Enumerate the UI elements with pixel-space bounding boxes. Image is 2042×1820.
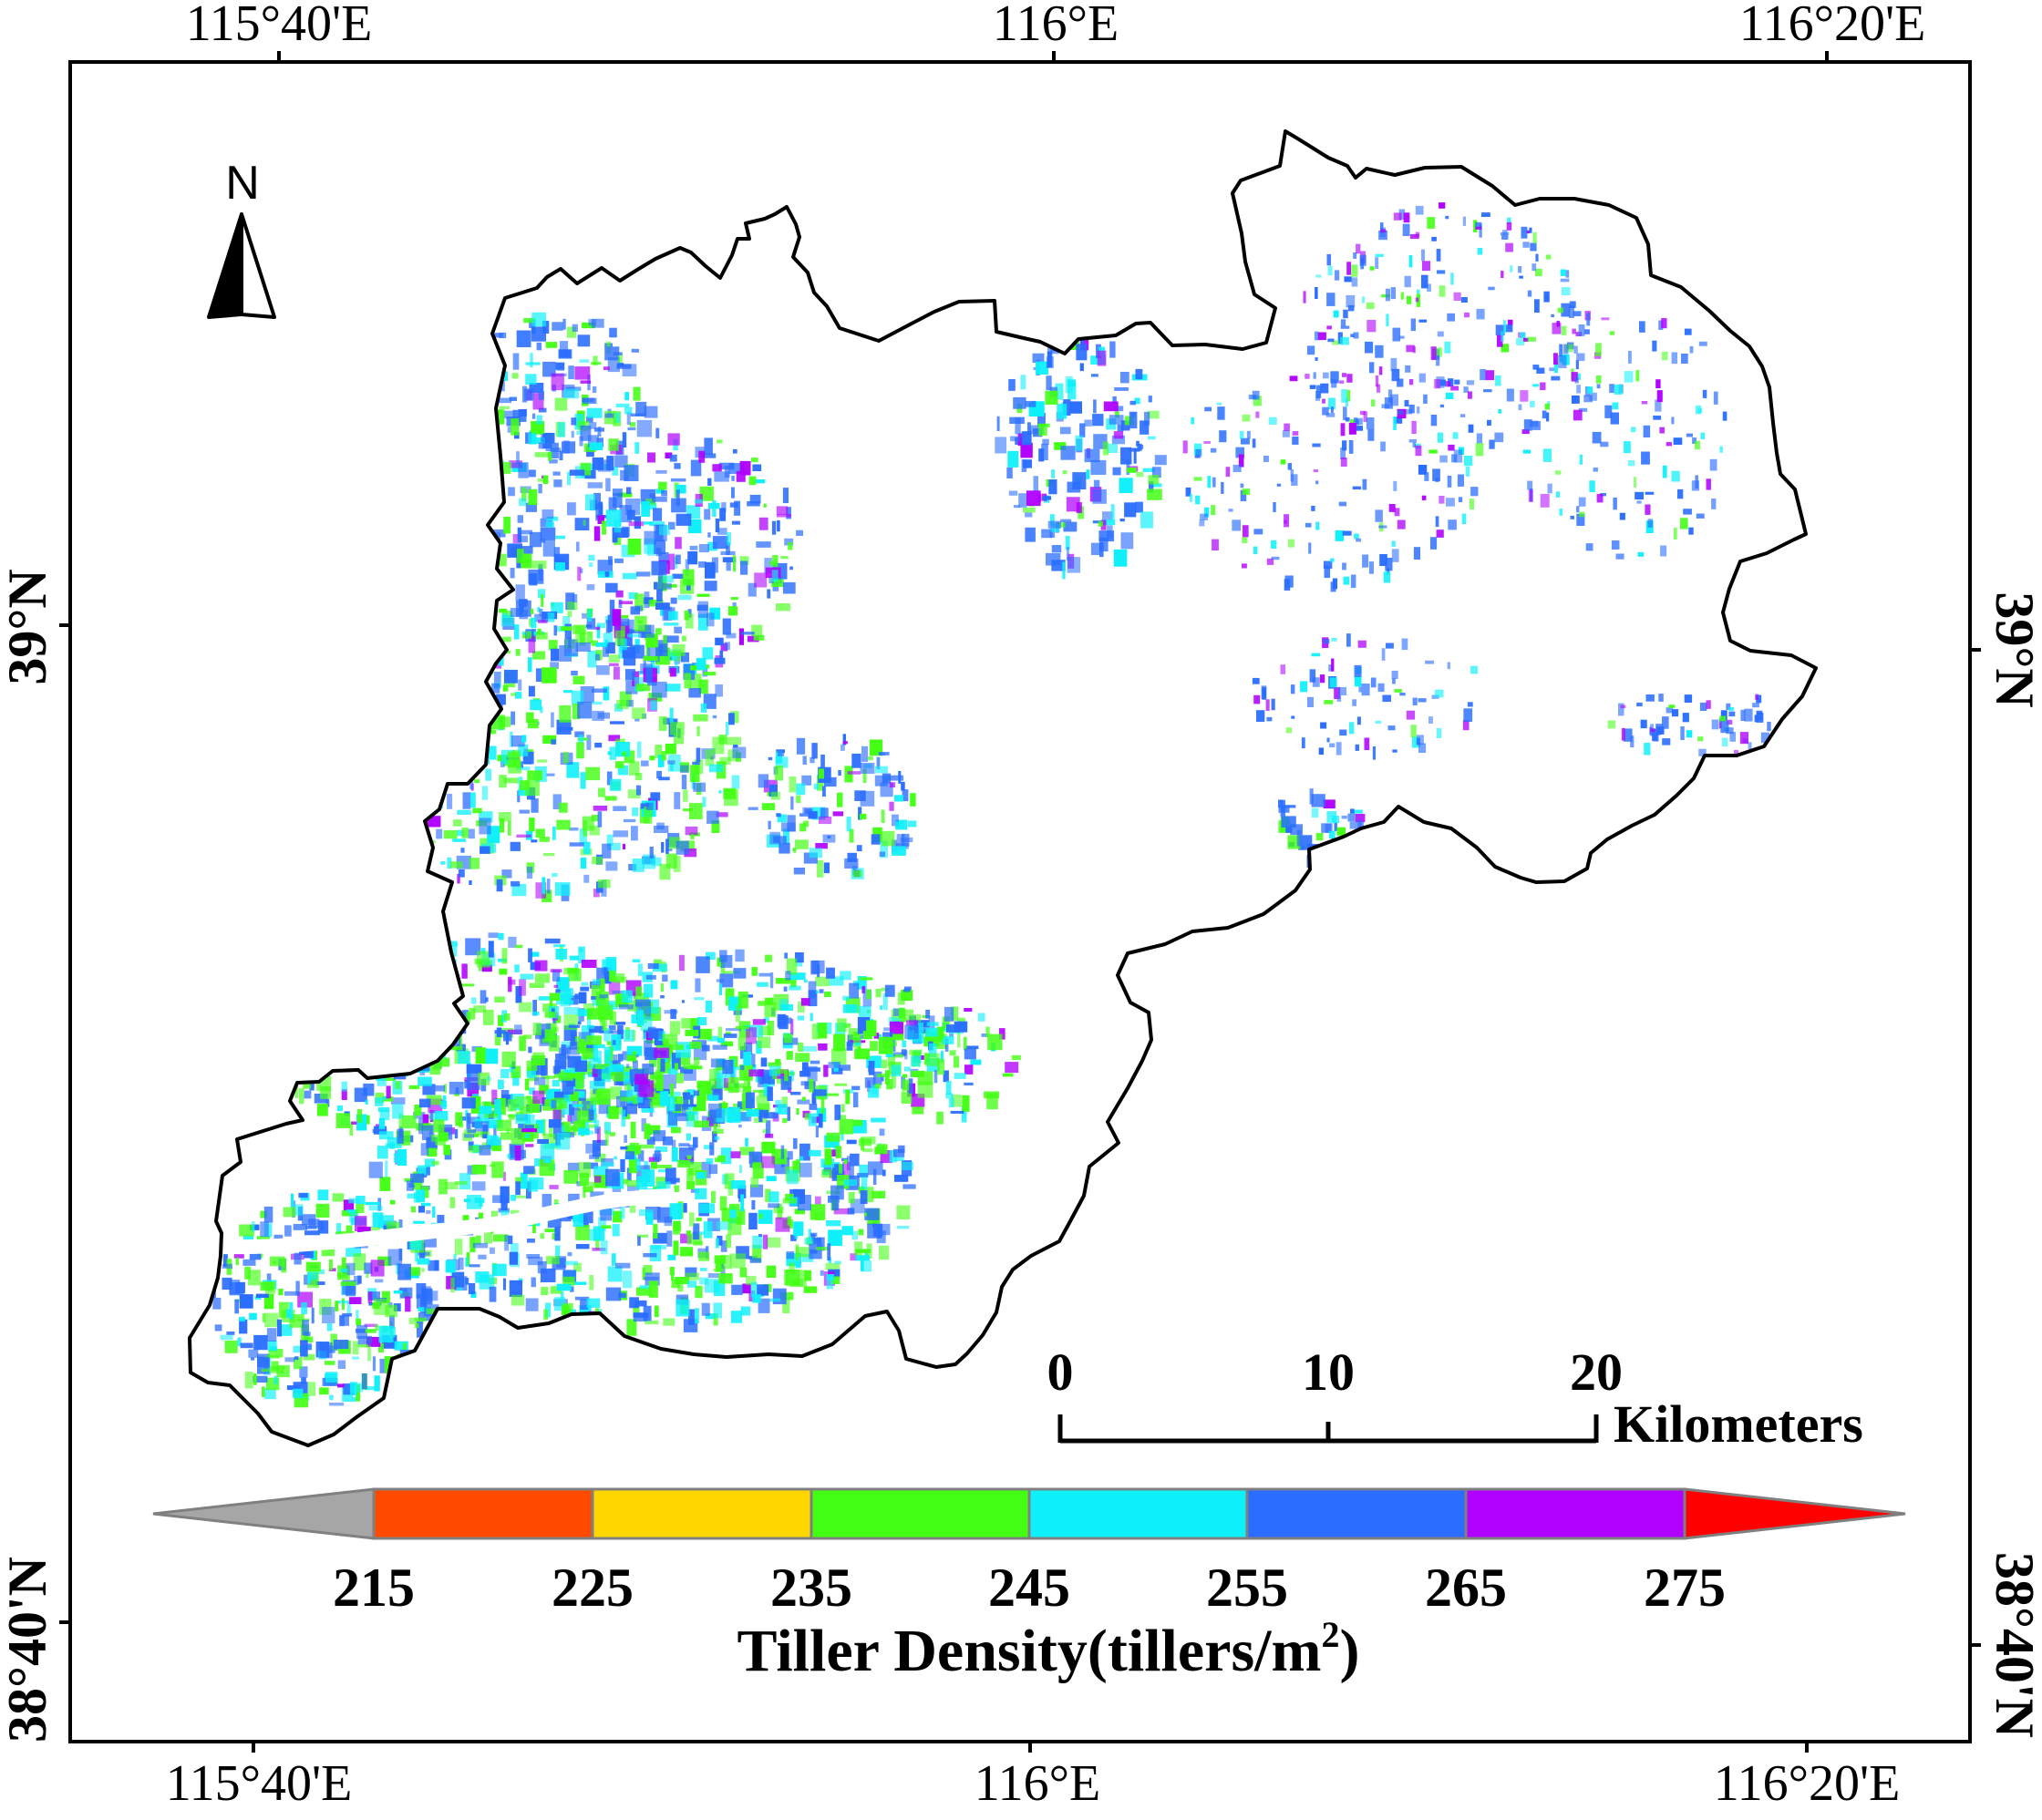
graticule-ticks (59, 51, 1981, 1753)
scale-bar: 0 10 20 Kilometers (1047, 1342, 1863, 1454)
legend-tick-265: 265 (1425, 1558, 1507, 1618)
legend-swatch-245-255 (1027, 1487, 1249, 1540)
legend: 215 225 235 245 255 265 275 Tiller Densi… (152, 1487, 1906, 1684)
legend-swatch-above-275 (1683, 1487, 1906, 1540)
scale-tick-0: 0 (1047, 1342, 1074, 1402)
legend-tick-215: 215 (333, 1558, 415, 1618)
bottom-lon-label-3: 116°20'E (1714, 1755, 1901, 1812)
scale-tick-10: 10 (1302, 1342, 1355, 1402)
top-lon-label-3: 116°20'E (1739, 0, 1926, 52)
legend-tick-labels: 215 225 235 245 255 265 275 (333, 1558, 1726, 1618)
north-arrow-icon: N (207, 157, 276, 319)
bottom-lon-label-2: 116°E (975, 1755, 1101, 1812)
legend-tick-225: 225 (552, 1558, 634, 1618)
right-lat-label-1: 39°N (1985, 591, 2042, 707)
legend-tick-235: 235 (770, 1558, 852, 1618)
right-lat-label-2: 38°40'N (1985, 1552, 2042, 1738)
scale-unit-label: Kilometers (1614, 1394, 1863, 1454)
legend-swatch-215-225 (372, 1487, 594, 1540)
left-lat-label-1: 39°N (0, 569, 57, 684)
legend-tick-245: 245 (988, 1558, 1070, 1618)
left-lat-label-2: 38°40'N (0, 1557, 57, 1743)
legend-swatch-265-275 (1464, 1487, 1686, 1540)
legend-tick-275: 275 (1644, 1558, 1726, 1618)
top-lon-label-1: 115°40'E (186, 0, 373, 52)
legend-swatch-225-235 (591, 1487, 813, 1540)
legend-swatch-235-245 (810, 1487, 1031, 1540)
legend-tick-255: 255 (1206, 1558, 1288, 1618)
top-lon-label-2: 116°E (993, 0, 1119, 52)
legend-swatch-255-265 (1245, 1487, 1468, 1540)
bottom-lon-label-1: 115°40'E (166, 1755, 353, 1812)
north-label: N (225, 157, 260, 210)
legend-colorbar (152, 1487, 1906, 1540)
scale-tick-20: 20 (1570, 1342, 1623, 1402)
legend-title: Tiller Density(tillers/m2) (737, 1614, 1360, 1684)
